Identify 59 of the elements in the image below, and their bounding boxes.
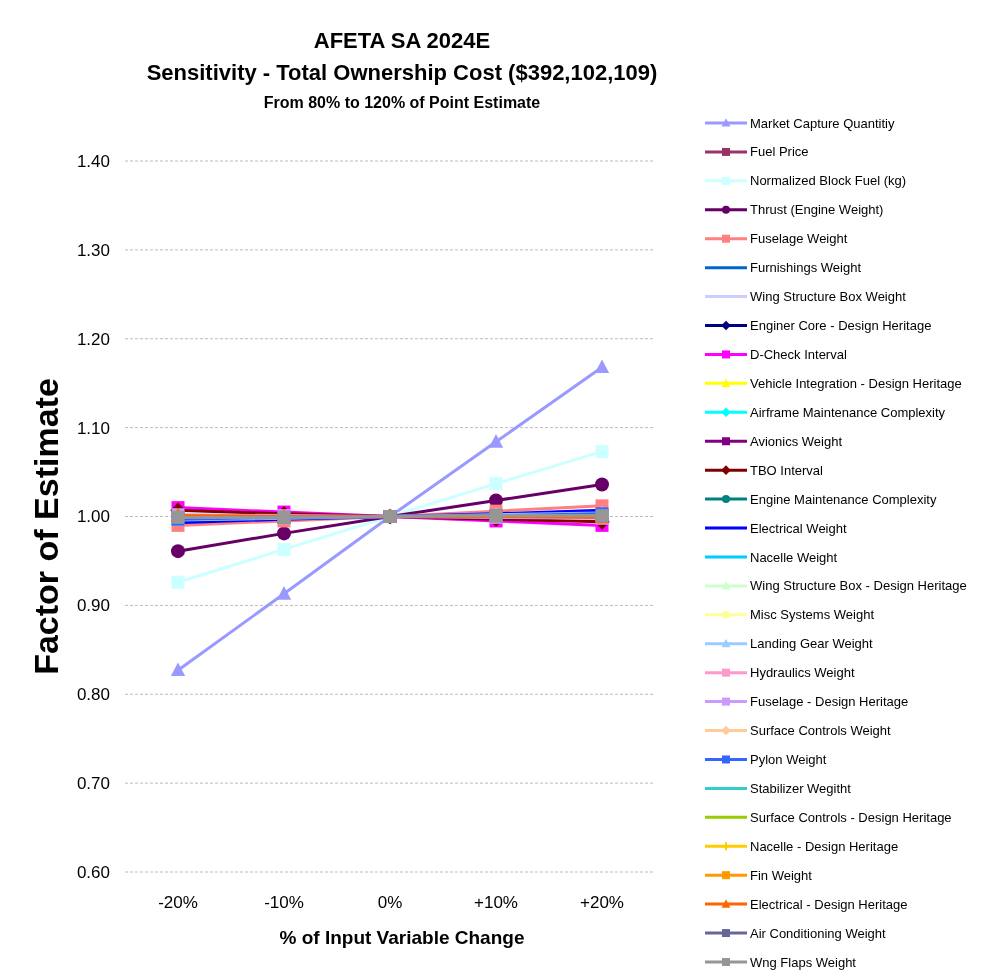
y-tick-label: 1.20 [76,329,110,349]
legend-label: Fuselage - Design Heritage [750,694,909,710]
legend-label: Engine Maintenance Complexity [750,491,937,507]
x-tick-label: -10% [264,893,304,912]
point [276,586,292,600]
point [170,662,186,677]
y-tick-label: 0.60 [76,862,110,882]
legend-label: Market Capture Quantitiy [750,115,895,131]
y-tick-label: 1.10 [76,418,110,438]
point [594,359,610,374]
legend-label: Surface Controls - Design Heritage [750,809,952,825]
y-tick-label: 0.80 [76,685,110,705]
legend-label: Wng Flaps Weight [750,954,857,970]
legend-label: Thrust (Engine Weight) [750,202,884,218]
x-tick-label: 0% [377,893,403,912]
legend-label: D-Check Interval [750,346,847,362]
y-tick-label: 1.30 [76,240,110,260]
legend-label: Wing Structure Box Weight [750,289,907,305]
point [488,434,504,448]
point [595,445,609,459]
legend-label: Surface Controls Weight [750,723,892,739]
point [489,477,503,491]
point [171,544,185,559]
point [277,542,291,556]
legend-label: Stabilizer Wegitht [750,780,852,796]
y-tick-label: 0.70 [76,774,110,794]
legend-label: Wing Structure Box - Design Heritage [750,578,967,594]
chart-subtitle: From 80% to 120% of Point Estimate [263,94,541,111]
legend-label: Normalized Block Fuel (kg) [750,173,907,189]
legend-label: Furnishings Weight [750,260,862,276]
chart-title: AFETA SA 2024E Sensitivity - Total Ownership Cost ($392,102,109) [146,28,658,85]
point [171,575,185,589]
point [595,477,609,492]
legend-label: Misc Systems Weight [750,607,875,623]
legend-label: TBO Interval [750,462,824,478]
legend-label: Nacelle Weight [750,549,838,565]
legend-label: Fin Weight [750,867,813,883]
legend-label: Landing Gear Weight [750,636,874,652]
y-axis-title: Factor of Estimate [27,378,65,675]
legend-label: Nacelle - Design Heritage [750,838,899,854]
legend-label: Electrical - Design Heritage [750,896,908,912]
x-tick-label: +20% [580,893,624,912]
x-tick-label: -20% [158,893,198,912]
x-tick-label: +10% [474,893,518,912]
legend-label: Hydraulics Weight [750,665,855,681]
legend-label: Airframe Maintenance Complexity [750,404,946,420]
legend-label: Electrical Weight [750,520,847,536]
x-axis-title: % of Input Variable Change [279,927,525,948]
legend-label: Pylon Weight [750,752,827,768]
y-tick-label: 0.90 [76,596,110,616]
point [277,526,291,541]
legend-label: Fuel Price [750,144,809,160]
legend-label: Fuselage Weight [750,231,848,247]
y-tick-label: 1.40 [76,151,110,171]
legend-label: Air Conditioning Weight [750,925,886,941]
y-tick-label: 1.00 [76,507,110,527]
legend-label: Avionics Weight [750,433,843,449]
legend-label: Enginer Core - Design Heritage [750,318,932,334]
legend-label: Vehicle Integration - Design Heritage [750,375,962,391]
